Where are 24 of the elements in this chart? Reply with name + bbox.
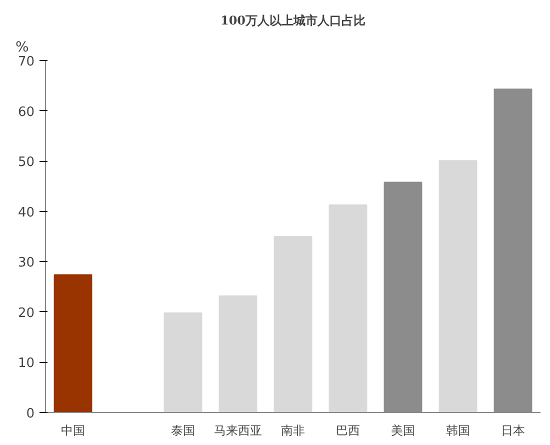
x-tick-label: 美国: [391, 424, 415, 438]
bar: [54, 274, 92, 412]
x-tick-label: 中国: [61, 424, 85, 438]
bar: [328, 204, 368, 412]
x-tick-label: 巴西: [336, 424, 360, 438]
x-tick-label: 韩国: [446, 424, 470, 438]
bar: [274, 236, 312, 412]
y-tick-label: 0: [26, 406, 35, 422]
bar: [164, 312, 202, 412]
y-tick-label: 70: [18, 54, 35, 70]
y-tick-label: 10: [18, 356, 35, 372]
y-tick-label: 20: [18, 306, 35, 321]
y-axis-title: %: [16, 40, 29, 56]
y-tick-label: 40: [18, 205, 35, 220]
bar: [438, 160, 478, 412]
x-tick-label: 日本: [501, 424, 525, 438]
x-tick-label: 泰国: [171, 424, 195, 438]
y-tick-label: 50: [18, 155, 35, 170]
y-tick-label: 60: [18, 104, 35, 120]
y-tick-label: 30: [18, 256, 35, 271]
bar: [218, 295, 258, 412]
x-tick-label: 南非: [281, 424, 305, 438]
chart-title: 100万人以上城市人口占比: [220, 14, 366, 28]
x-tick-label: 马来西亚: [214, 424, 262, 438]
